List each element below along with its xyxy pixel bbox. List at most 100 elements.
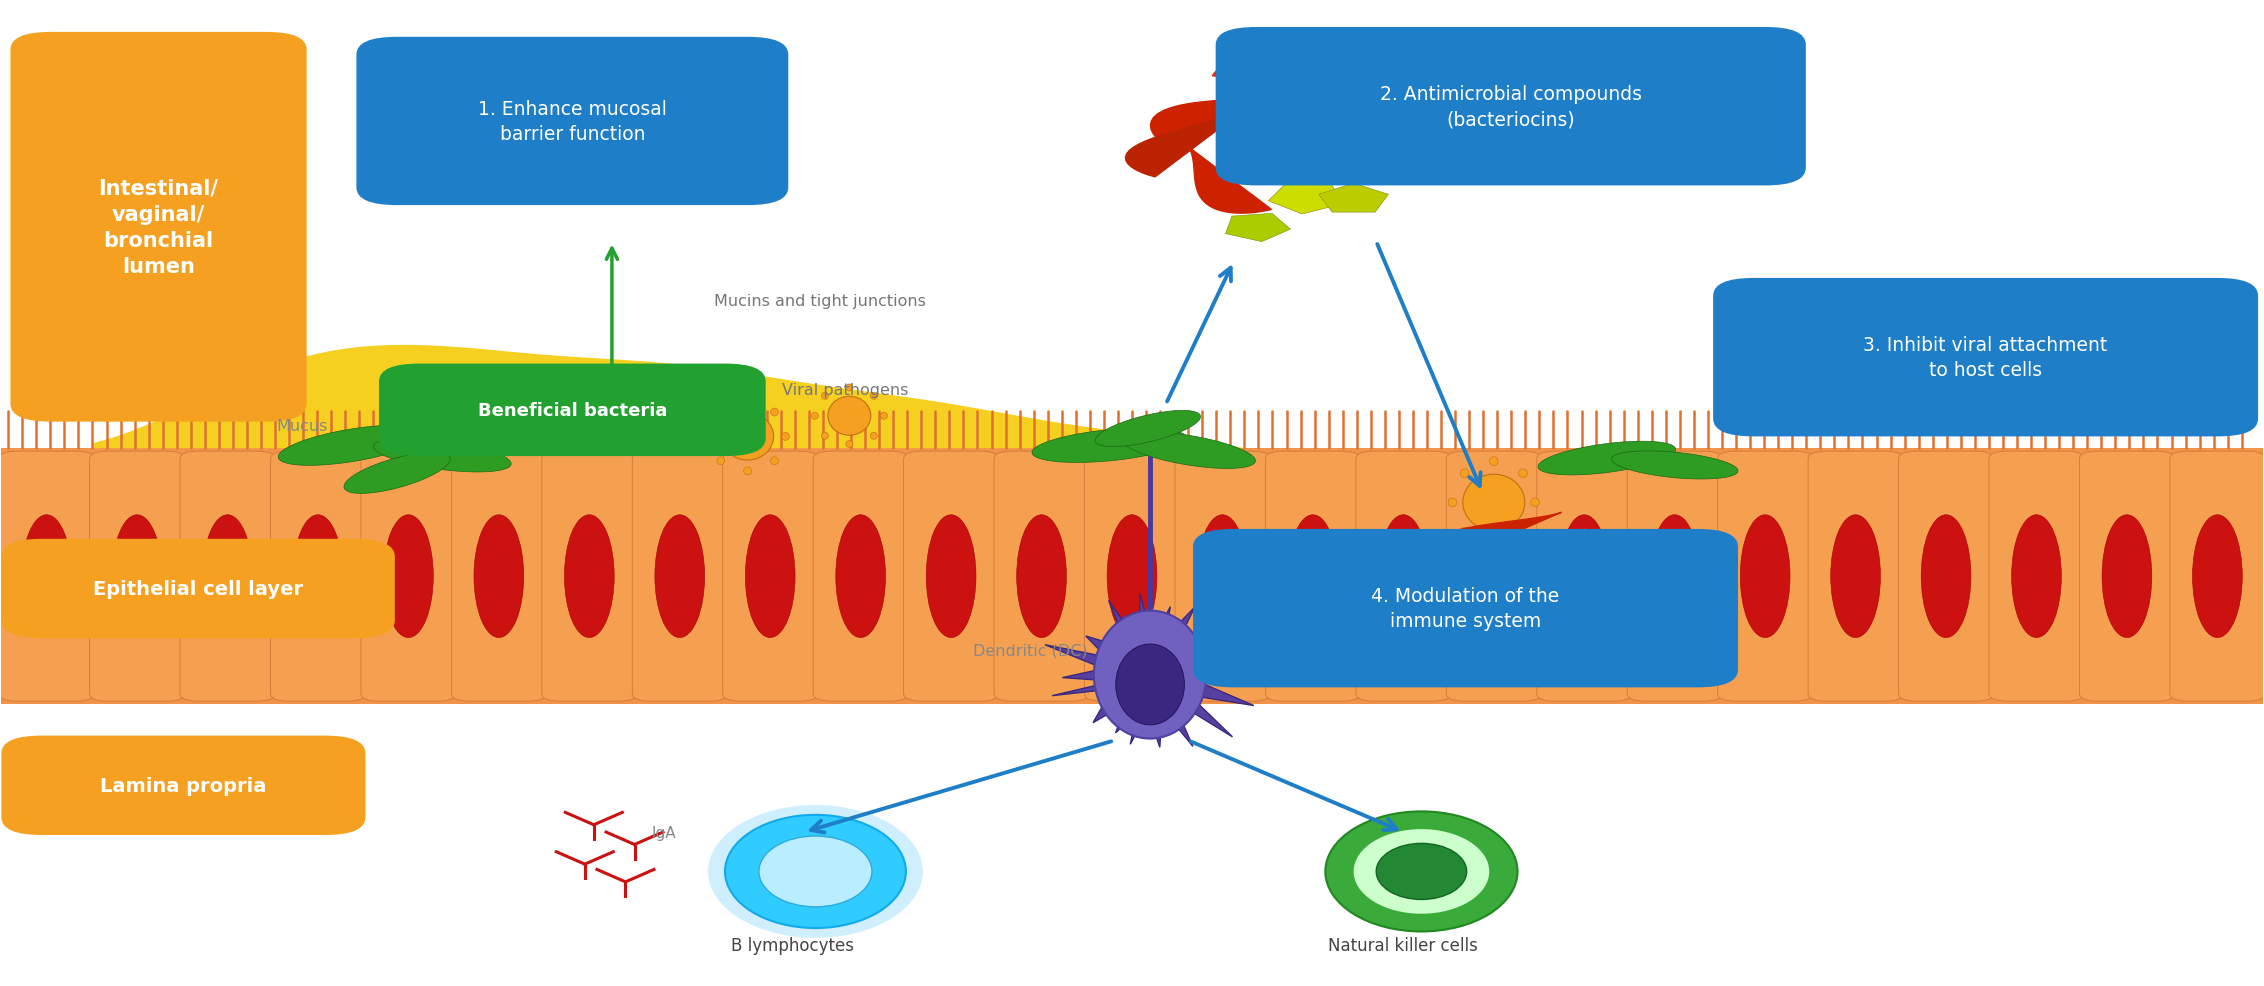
Ellipse shape: [1107, 516, 1157, 638]
Ellipse shape: [926, 516, 976, 638]
FancyBboxPatch shape: [2, 736, 365, 835]
Ellipse shape: [1377, 843, 1467, 899]
Ellipse shape: [204, 516, 251, 638]
Ellipse shape: [811, 413, 817, 420]
Text: IgA: IgA: [652, 824, 677, 840]
Ellipse shape: [1546, 661, 1553, 668]
Ellipse shape: [1379, 516, 1429, 638]
Ellipse shape: [1553, 539, 1562, 547]
Polygon shape: [1318, 184, 1388, 213]
Text: Viral pathogens: Viral pathogens: [781, 383, 908, 397]
Text: B lymphocytes: B lymphocytes: [731, 937, 854, 954]
Ellipse shape: [1544, 563, 1551, 571]
Polygon shape: [374, 439, 512, 472]
Ellipse shape: [869, 433, 878, 440]
Ellipse shape: [709, 806, 924, 938]
Ellipse shape: [758, 836, 872, 907]
Ellipse shape: [847, 385, 854, 391]
Ellipse shape: [1288, 516, 1338, 638]
Ellipse shape: [822, 433, 829, 440]
Ellipse shape: [1512, 632, 1519, 639]
Polygon shape: [1125, 110, 1245, 177]
Ellipse shape: [1560, 516, 1610, 638]
Ellipse shape: [743, 398, 752, 406]
Ellipse shape: [1616, 563, 1626, 571]
Ellipse shape: [1094, 611, 1207, 739]
FancyBboxPatch shape: [1084, 452, 1180, 701]
Ellipse shape: [847, 441, 854, 448]
Ellipse shape: [1354, 829, 1490, 914]
FancyBboxPatch shape: [1537, 452, 1632, 701]
Polygon shape: [1046, 594, 1254, 747]
FancyBboxPatch shape: [722, 452, 817, 701]
Text: Mucins and tight junctions: Mucins and tight junctions: [713, 294, 926, 309]
Ellipse shape: [2013, 516, 2060, 638]
Ellipse shape: [654, 516, 704, 638]
FancyBboxPatch shape: [378, 364, 765, 457]
Ellipse shape: [1571, 652, 1578, 659]
Ellipse shape: [1580, 597, 1587, 604]
Ellipse shape: [1521, 652, 1530, 659]
Ellipse shape: [564, 516, 614, 638]
Polygon shape: [1032, 429, 1186, 463]
Ellipse shape: [1530, 499, 1540, 507]
Text: Intestinal/
vaginal/
bronchial
lumen: Intestinal/ vaginal/ bronchial lumen: [100, 178, 220, 277]
Text: Mucus: Mucus: [276, 419, 328, 434]
FancyBboxPatch shape: [1628, 452, 1723, 701]
Ellipse shape: [822, 392, 829, 400]
Polygon shape: [1225, 214, 1290, 243]
FancyBboxPatch shape: [541, 452, 636, 701]
Ellipse shape: [1650, 516, 1700, 638]
FancyBboxPatch shape: [269, 452, 365, 701]
Polygon shape: [1497, 564, 1626, 607]
FancyBboxPatch shape: [1990, 452, 2083, 701]
FancyBboxPatch shape: [994, 452, 1089, 701]
Ellipse shape: [1324, 811, 1517, 932]
Ellipse shape: [1521, 612, 1530, 619]
Ellipse shape: [781, 433, 790, 441]
Text: Lamina propria: Lamina propria: [100, 776, 267, 795]
Ellipse shape: [1490, 539, 1499, 548]
Ellipse shape: [743, 467, 752, 475]
Ellipse shape: [1519, 528, 1528, 536]
Text: Epithelial cell layer: Epithelial cell layer: [93, 580, 303, 599]
Polygon shape: [1401, 581, 1460, 641]
Polygon shape: [344, 453, 451, 494]
Ellipse shape: [1463, 474, 1526, 530]
FancyBboxPatch shape: [2, 539, 394, 639]
FancyBboxPatch shape: [1266, 452, 1361, 701]
Polygon shape: [1612, 452, 1739, 479]
Ellipse shape: [1607, 539, 1614, 547]
FancyBboxPatch shape: [1718, 452, 1813, 701]
Polygon shape: [1121, 433, 1257, 469]
Ellipse shape: [1116, 645, 1184, 725]
Text: 4. Modulation of the
immune system: 4. Modulation of the immune system: [1372, 587, 1560, 630]
Polygon shape: [1150, 96, 1352, 143]
Ellipse shape: [1528, 616, 1571, 655]
FancyBboxPatch shape: [1193, 529, 1739, 687]
FancyBboxPatch shape: [181, 452, 274, 701]
Ellipse shape: [1571, 612, 1578, 619]
Ellipse shape: [1546, 603, 1553, 611]
Ellipse shape: [745, 516, 795, 638]
Polygon shape: [1186, 147, 1272, 214]
Polygon shape: [1363, 143, 1440, 176]
Text: Beneficial bacteria: Beneficial bacteria: [478, 401, 668, 419]
Ellipse shape: [1460, 528, 1469, 536]
Ellipse shape: [1490, 458, 1499, 466]
Text: Natural killer cells: Natural killer cells: [1329, 937, 1478, 954]
Ellipse shape: [1469, 516, 1519, 638]
Ellipse shape: [1741, 516, 1791, 638]
FancyBboxPatch shape: [2078, 452, 2173, 701]
FancyBboxPatch shape: [2, 449, 2262, 704]
Text: Dendritic (DC): Dendritic (DC): [974, 643, 1087, 658]
Ellipse shape: [718, 408, 724, 416]
Ellipse shape: [383, 516, 432, 638]
Text: 3. Inhibit viral attachment
to host cells: 3. Inhibit viral attachment to host cell…: [1863, 336, 2108, 380]
Ellipse shape: [829, 396, 872, 436]
Ellipse shape: [770, 458, 779, 465]
Ellipse shape: [1560, 544, 1610, 590]
FancyBboxPatch shape: [1899, 452, 1995, 701]
FancyBboxPatch shape: [1216, 28, 1807, 186]
Text: 1. Enhance mucosal
barrier function: 1. Enhance mucosal barrier function: [478, 100, 668, 144]
